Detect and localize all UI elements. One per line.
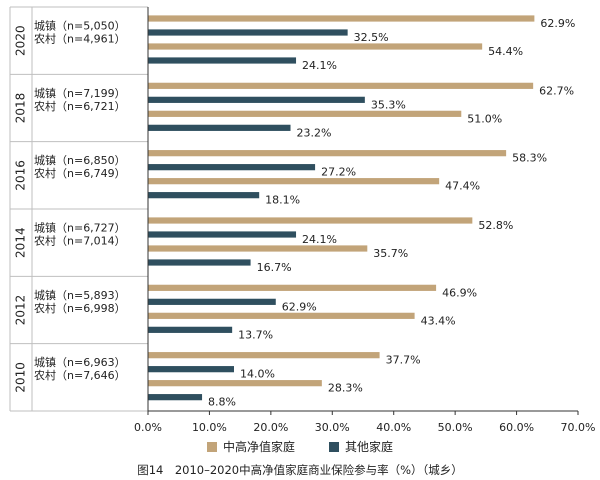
bar-value-label-2018-3: 51.0% <box>467 112 502 125</box>
bar-2016-3 <box>148 178 440 185</box>
legend-swatch-high-net-worth <box>206 441 217 452</box>
urban-label-2010: 城镇（n=6,963） <box>34 355 126 369</box>
bar-value-label-2012-4: 13.7% <box>238 328 273 341</box>
x-tick-label: 60.0% <box>499 421 534 434</box>
year-label-2018: 2018 <box>14 93 28 124</box>
bar-2018-1 <box>148 82 534 89</box>
bar-2020-2 <box>148 29 348 36</box>
x-tick-label: 0.0% <box>134 421 162 434</box>
bar-2012-1 <box>148 284 437 291</box>
figure-caption: 图14 2010–2020中高净值家庭商业保险参与率（%）（城乡） <box>137 463 463 477</box>
bar-2010-1 <box>148 352 380 359</box>
urban-label-2012: 城镇（n=5,893） <box>34 288 126 302</box>
bar-value-label-2014-4: 16.7% <box>257 261 292 274</box>
bar-value-label-2010-1: 37.7% <box>386 354 421 367</box>
x-tick-label: 30.0% <box>315 421 350 434</box>
bar-2010-2 <box>148 366 234 373</box>
bar-2014-3 <box>148 245 368 252</box>
bar-2014-4 <box>148 259 251 266</box>
year-label-2020: 2020 <box>14 25 28 56</box>
year-label-2012: 2012 <box>14 295 28 326</box>
legend-item-high-net-worth: 中高净值家庭 <box>206 438 295 455</box>
bar-2014-1 <box>148 217 473 224</box>
bar-value-label-2012-3: 43.4% <box>421 314 456 327</box>
bar-value-label-2020-4: 24.1% <box>302 59 337 72</box>
urban-label-2016: 城镇（n=6,850） <box>34 153 126 167</box>
bar-value-label-2020-2: 32.5% <box>354 31 389 44</box>
urban-label-2018: 城镇（n=7,199） <box>34 86 126 100</box>
rural-label-2018: 农村（n=6,721） <box>34 99 126 113</box>
bar-2014-2 <box>148 231 297 238</box>
bar-value-label-2016-1: 58.3% <box>512 152 547 165</box>
bar-value-label-2020-1: 62.9% <box>540 17 575 30</box>
bar-2010-4 <box>148 394 203 401</box>
bar-2018-2 <box>148 96 365 103</box>
bar-2012-4 <box>148 326 233 333</box>
bar-value-label-2016-2: 27.2% <box>321 166 356 179</box>
bar-2016-4 <box>148 192 260 199</box>
legend-label-high-net-worth: 中高净值家庭 <box>222 440 295 454</box>
bar-2018-4 <box>148 124 291 131</box>
bar-value-label-2010-2: 14.0% <box>240 368 275 381</box>
x-tick-label: 40.0% <box>376 421 411 434</box>
bar-value-label-2020-3: 54.4% <box>488 45 523 58</box>
urban-label-2014: 城镇（n=6,727） <box>34 221 126 235</box>
bar-value-label-2018-2: 35.3% <box>371 98 406 111</box>
rural-label-2014: 农村（n=7,014） <box>34 234 126 248</box>
x-tick-label: 50.0% <box>438 421 473 434</box>
year-label-2014: 2014 <box>14 227 28 258</box>
bar-2016-1 <box>148 150 507 157</box>
bar-value-label-2010-4: 8.8% <box>208 396 236 409</box>
bar-value-label-2014-3: 35.7% <box>373 247 408 260</box>
rural-label-2020: 农村（n=4,961） <box>34 32 126 46</box>
bar-2010-3 <box>148 380 322 387</box>
x-tick-label: 70.0% <box>561 421 596 434</box>
bar-2012-3 <box>148 312 415 319</box>
legend-label-other: 其他家庭 <box>345 440 394 454</box>
bar-2018-3 <box>148 110 462 117</box>
year-label-2016: 2016 <box>14 160 28 191</box>
legend-swatch-other <box>329 441 339 452</box>
bar-2016-2 <box>148 164 316 171</box>
rural-label-2012: 农村（n=6,998） <box>34 301 126 315</box>
urban-label-2020: 城镇（n=5,050） <box>34 19 126 33</box>
bar-value-label-2012-2: 62.9% <box>282 300 317 313</box>
bar-value-label-2012-1: 46.9% <box>442 286 477 299</box>
bar-value-label-2018-1: 62.7% <box>539 84 574 97</box>
bar-2020-3 <box>148 43 483 50</box>
bar-value-label-2016-4: 18.1% <box>265 194 300 207</box>
x-tick-label: 20.0% <box>253 421 288 434</box>
year-label-2010: 2010 <box>14 362 28 393</box>
x-tick-label: 10.0% <box>192 421 227 434</box>
bar-2012-2 <box>148 298 276 305</box>
bar-value-label-2010-3: 28.3% <box>328 382 363 395</box>
legend-item-other: 其他家庭 <box>329 438 393 455</box>
bar-2020-1 <box>148 15 535 22</box>
rural-label-2016: 农村（n=6,749） <box>34 166 126 180</box>
bar-2020-4 <box>148 57 297 64</box>
rural-label-2010: 农村（n=7,646） <box>34 368 126 382</box>
bar-value-label-2014-1: 52.8% <box>478 219 513 232</box>
bar-value-label-2014-2: 24.1% <box>302 233 337 246</box>
legend: 中高净值家庭 其他家庭 <box>0 438 600 455</box>
bar-value-label-2018-4: 23.2% <box>297 126 332 139</box>
bar-value-label-2016-3: 47.4% <box>445 180 480 193</box>
